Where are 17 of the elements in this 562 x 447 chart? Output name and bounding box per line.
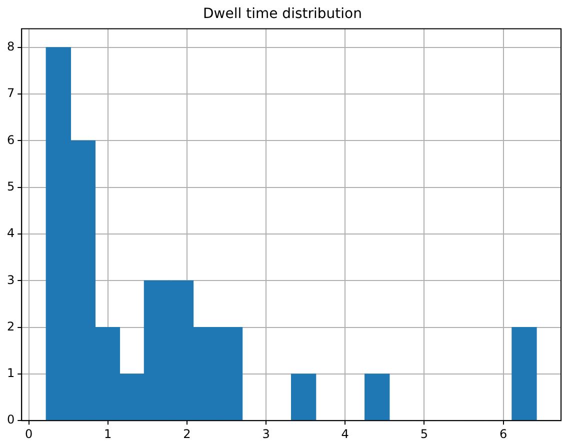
y-tick-label: 7	[6, 86, 15, 100]
x-tick-label: 4	[341, 426, 349, 441]
y-tick-label: 8	[6, 40, 15, 54]
x-tick-label: 1	[104, 426, 112, 441]
x-tick-label: 3	[262, 426, 270, 441]
y-tick-label: 4	[6, 226, 15, 240]
y-tick-label: 2	[6, 319, 15, 334]
y-tick-label: 1	[6, 366, 15, 380]
x-tick-label: 0	[24, 426, 33, 441]
x-tick-label: 5	[420, 426, 428, 441]
chart-title: Dwell time distribution	[203, 6, 362, 22]
y-tick-label: 3	[6, 272, 15, 287]
x-tick-label: 2	[183, 426, 191, 441]
y-tick-label: 0	[6, 412, 15, 427]
x-tick-label: 6	[499, 426, 508, 441]
y-tick-label: 6	[6, 132, 15, 147]
y-tick-label: 5	[6, 180, 15, 194]
